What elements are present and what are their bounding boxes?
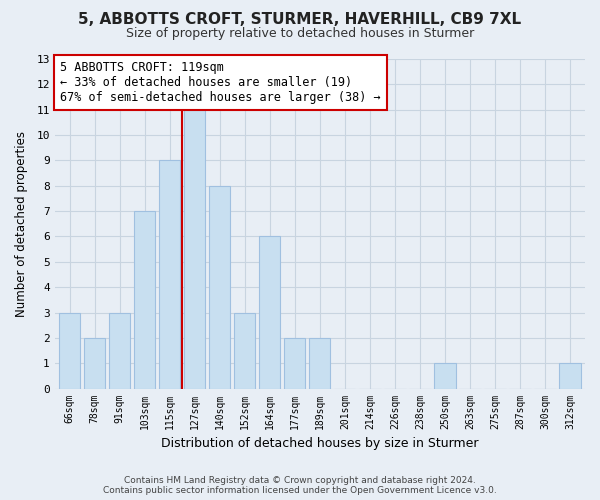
Bar — [209, 186, 230, 388]
Text: Size of property relative to detached houses in Sturmer: Size of property relative to detached ho… — [126, 28, 474, 40]
Text: Contains public sector information licensed under the Open Government Licence v3: Contains public sector information licen… — [103, 486, 497, 495]
Bar — [84, 338, 106, 388]
Bar — [234, 312, 256, 388]
Text: 5, ABBOTTS CROFT, STURMER, HAVERHILL, CB9 7XL: 5, ABBOTTS CROFT, STURMER, HAVERHILL, CB… — [79, 12, 521, 28]
Y-axis label: Number of detached properties: Number of detached properties — [15, 131, 28, 317]
Bar — [309, 338, 331, 388]
Text: Contains HM Land Registry data © Crown copyright and database right 2024.: Contains HM Land Registry data © Crown c… — [124, 476, 476, 485]
Bar — [59, 312, 80, 388]
X-axis label: Distribution of detached houses by size in Sturmer: Distribution of detached houses by size … — [161, 437, 479, 450]
Bar — [434, 363, 455, 388]
Bar — [159, 160, 181, 388]
Text: 5 ABBOTTS CROFT: 119sqm
← 33% of detached houses are smaller (19)
67% of semi-de: 5 ABBOTTS CROFT: 119sqm ← 33% of detache… — [60, 60, 380, 104]
Bar — [259, 236, 280, 388]
Bar — [109, 312, 130, 388]
Bar — [134, 211, 155, 388]
Bar — [559, 363, 581, 388]
Bar — [184, 110, 205, 388]
Bar — [284, 338, 305, 388]
